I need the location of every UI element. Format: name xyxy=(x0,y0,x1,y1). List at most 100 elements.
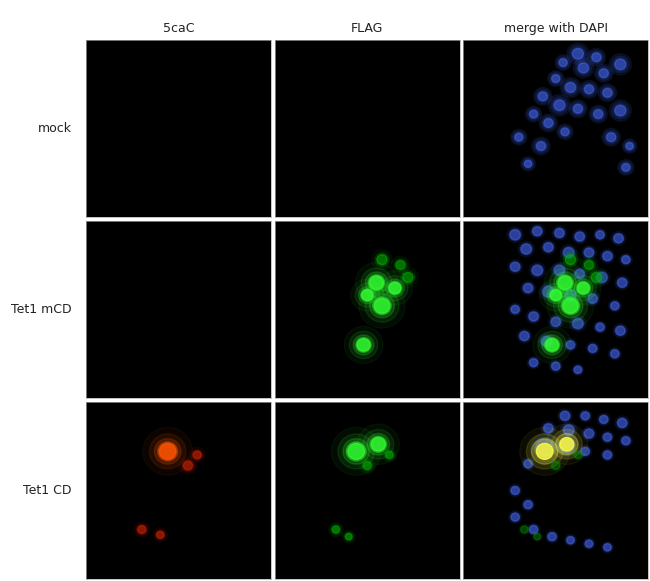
Ellipse shape xyxy=(155,530,166,540)
Ellipse shape xyxy=(554,272,576,293)
Ellipse shape xyxy=(134,522,150,537)
Ellipse shape xyxy=(575,232,584,241)
Ellipse shape xyxy=(613,324,628,338)
Ellipse shape xyxy=(538,92,547,101)
Ellipse shape xyxy=(564,425,574,435)
Ellipse shape xyxy=(539,114,558,132)
Ellipse shape xyxy=(601,541,614,553)
Ellipse shape xyxy=(584,429,593,438)
Ellipse shape xyxy=(609,53,631,75)
Ellipse shape xyxy=(566,340,575,350)
Ellipse shape xyxy=(562,287,578,303)
Ellipse shape xyxy=(592,272,601,282)
Ellipse shape xyxy=(534,88,552,105)
Ellipse shape xyxy=(608,347,621,360)
Ellipse shape xyxy=(604,130,619,144)
Ellipse shape xyxy=(574,231,585,242)
Ellipse shape xyxy=(552,75,560,83)
Ellipse shape xyxy=(602,128,620,146)
Ellipse shape xyxy=(363,429,394,459)
Ellipse shape xyxy=(581,447,590,456)
Ellipse shape xyxy=(553,264,566,277)
Ellipse shape xyxy=(615,325,626,336)
Ellipse shape xyxy=(382,275,408,300)
Ellipse shape xyxy=(520,428,569,475)
Ellipse shape xyxy=(549,95,571,116)
Ellipse shape xyxy=(525,106,541,122)
Ellipse shape xyxy=(584,540,593,548)
Ellipse shape xyxy=(541,336,552,346)
Ellipse shape xyxy=(573,58,594,78)
Ellipse shape xyxy=(532,439,558,464)
Ellipse shape xyxy=(603,433,612,441)
Ellipse shape xyxy=(510,512,520,522)
Ellipse shape xyxy=(575,60,592,76)
Ellipse shape xyxy=(592,53,601,62)
Ellipse shape xyxy=(564,248,574,257)
Ellipse shape xyxy=(356,263,398,303)
Ellipse shape xyxy=(521,458,534,470)
Ellipse shape xyxy=(539,279,573,311)
Ellipse shape xyxy=(158,442,177,461)
Ellipse shape xyxy=(578,282,590,294)
Ellipse shape xyxy=(525,160,532,167)
Ellipse shape xyxy=(524,460,532,468)
Ellipse shape xyxy=(345,533,352,540)
Ellipse shape xyxy=(547,532,557,541)
Ellipse shape xyxy=(572,103,584,114)
Ellipse shape xyxy=(534,533,541,540)
Ellipse shape xyxy=(523,459,533,468)
Ellipse shape xyxy=(621,162,631,173)
Ellipse shape xyxy=(596,323,604,331)
Ellipse shape xyxy=(155,439,181,464)
Ellipse shape xyxy=(602,251,613,261)
Ellipse shape xyxy=(611,302,619,310)
Ellipse shape xyxy=(560,250,581,270)
Ellipse shape xyxy=(564,289,577,301)
Ellipse shape xyxy=(551,263,567,278)
Ellipse shape xyxy=(618,418,627,428)
Ellipse shape xyxy=(384,450,395,460)
Ellipse shape xyxy=(358,424,399,465)
Ellipse shape xyxy=(621,255,630,264)
Ellipse shape xyxy=(611,350,619,358)
Ellipse shape xyxy=(554,266,565,275)
Ellipse shape xyxy=(558,409,573,423)
Ellipse shape xyxy=(183,461,192,470)
Ellipse shape xyxy=(600,85,615,100)
Ellipse shape xyxy=(566,341,575,349)
Ellipse shape xyxy=(580,447,590,456)
Ellipse shape xyxy=(573,450,583,460)
Ellipse shape xyxy=(541,116,556,130)
Ellipse shape xyxy=(590,52,603,63)
Ellipse shape xyxy=(561,297,580,315)
Ellipse shape xyxy=(528,109,539,119)
Ellipse shape xyxy=(610,301,619,310)
Ellipse shape xyxy=(613,103,627,117)
Ellipse shape xyxy=(578,63,589,73)
Ellipse shape xyxy=(520,243,532,255)
Ellipse shape xyxy=(585,292,600,306)
Ellipse shape xyxy=(143,428,192,475)
Ellipse shape xyxy=(523,500,533,510)
Ellipse shape xyxy=(561,128,569,136)
Ellipse shape xyxy=(600,249,615,263)
Ellipse shape xyxy=(558,58,568,67)
Ellipse shape xyxy=(510,230,520,240)
Ellipse shape xyxy=(400,270,415,284)
Ellipse shape xyxy=(567,43,589,64)
Ellipse shape xyxy=(615,275,630,290)
Ellipse shape xyxy=(560,437,574,451)
Ellipse shape xyxy=(573,365,582,374)
Ellipse shape xyxy=(550,290,562,300)
Ellipse shape xyxy=(549,289,562,302)
Ellipse shape xyxy=(555,228,564,238)
Ellipse shape xyxy=(596,66,611,80)
Ellipse shape xyxy=(365,289,399,322)
Ellipse shape xyxy=(544,263,586,303)
Ellipse shape xyxy=(544,424,553,433)
Ellipse shape xyxy=(587,48,606,66)
Ellipse shape xyxy=(518,241,534,257)
Ellipse shape xyxy=(403,272,413,282)
Ellipse shape xyxy=(157,531,164,539)
